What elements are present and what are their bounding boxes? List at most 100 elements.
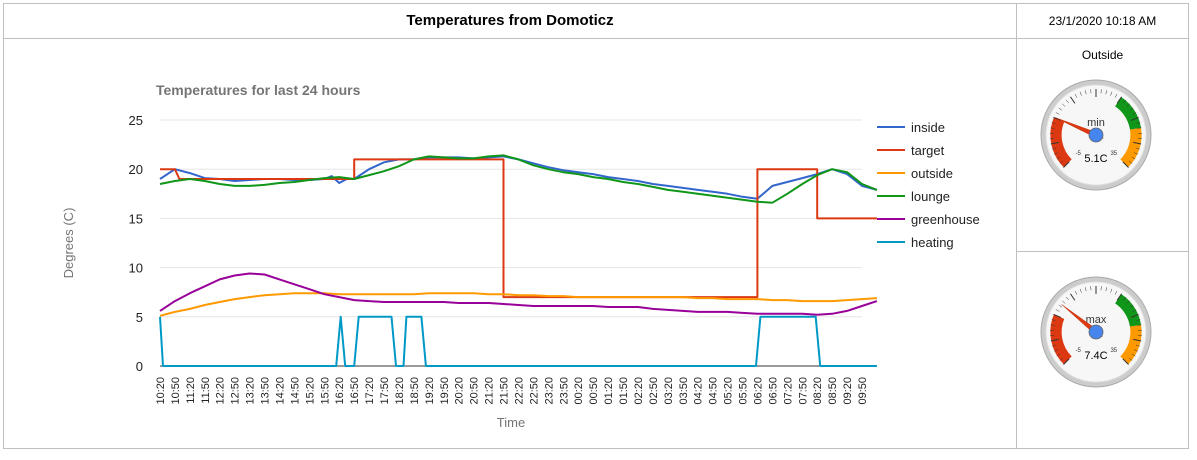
gauge-tick [1133, 338, 1142, 342]
gauge-tick [1116, 96, 1122, 104]
gauge-min: -5 35 min 5.1C [1040, 79, 1152, 191]
x-tick-label: 01:50 [618, 377, 630, 405]
series-line-greenhouse [159, 272, 878, 316]
x-tick-label: 08:50 [827, 377, 839, 405]
gauge-tick [1050, 127, 1055, 129]
x-tick-label: 18:50 [409, 377, 421, 405]
gauge-tick [1132, 112, 1137, 115]
x-tick-label: 14:50 [289, 377, 301, 405]
gauge-max: -5 35 max 7.4C [1040, 276, 1152, 388]
gauge-tick [1123, 296, 1127, 301]
gauge-tick [1130, 116, 1139, 121]
gauge-tick [1130, 313, 1139, 318]
gauge-tick [1055, 309, 1060, 312]
series-line-heating [159, 315, 877, 367]
gauge-band [1120, 324, 1142, 365]
gauge-tick [1129, 304, 1134, 308]
x-tick-label: 21:50 [499, 377, 511, 405]
gauge-hub [1088, 127, 1104, 143]
x-tick-label: 08:20 [812, 377, 824, 405]
x-tick-label: 19:20 [424, 377, 436, 405]
gauge-tick [1070, 293, 1076, 301]
gauge-tick [1085, 90, 1087, 95]
gauge-tick [1132, 309, 1137, 312]
x-tick-label: 17:20 [364, 377, 376, 405]
gauge-tick [1050, 338, 1059, 342]
gauge-tick [1055, 112, 1060, 115]
legend-label-greenhouse: greenhouse [911, 212, 980, 227]
page-title: Temperatures from Domoticz [406, 12, 614, 29]
legend-label-heating: heating [911, 235, 954, 250]
gauge-tick [1133, 141, 1142, 145]
x-tick-label: 22:20 [513, 377, 525, 405]
gauge-tick [1134, 152, 1138, 155]
gauge-tick [1063, 358, 1070, 365]
gauge-tick [1105, 287, 1107, 292]
gauge-hub [1088, 324, 1104, 340]
gauge-tick [1062, 300, 1066, 304]
gauge-tick [1137, 324, 1142, 326]
x-tick-label: 02:20 [633, 377, 645, 405]
gauge-tick [1105, 90, 1107, 95]
x-tick-label: 11:20 [185, 377, 197, 404]
gauge-divider [1016, 251, 1188, 252]
x-tick-label: 15:50 [319, 377, 331, 405]
x-tick-label: 06:50 [767, 377, 779, 405]
y-tick-label: 20 [129, 162, 143, 177]
x-tick-label: 04:50 [708, 377, 720, 405]
gauge-min-tick-label: -5 [1076, 348, 1082, 354]
series-line-lounge [159, 154, 878, 204]
gauge-tick [1052, 344, 1057, 347]
x-tick-label: 06:20 [752, 377, 764, 405]
gauge-max-tick-label: 35 [1110, 151, 1117, 157]
current-datetime: 23/1/2020 10:18 AM [1048, 14, 1157, 28]
x-tick-label: 22:50 [528, 377, 540, 405]
x-tick-label: 10:50 [170, 377, 182, 405]
gauge-min-tick-label: -5 [1076, 151, 1082, 157]
gauge-tick [1074, 93, 1078, 98]
series-line-outside [159, 292, 877, 317]
gauge-tick [1058, 304, 1063, 308]
gauge-tick [1051, 319, 1056, 321]
gauge-tick [1079, 91, 1082, 96]
x-tick-label: 05:50 [738, 377, 750, 405]
x-tick-label: 16:20 [334, 377, 346, 405]
x-tick-label: 07:50 [797, 377, 809, 405]
x-tick-label: 23:50 [558, 377, 570, 405]
x-tick-label: 12:50 [230, 377, 242, 405]
gauge-tick [1070, 96, 1076, 104]
legend-label-target: target [911, 143, 945, 158]
x-tick-label: 09:50 [857, 377, 869, 405]
gauge-value: 7.4C [1084, 350, 1107, 362]
gauge-label: max [1086, 314, 1107, 326]
x-tick-label: 23:20 [543, 377, 555, 405]
gauge-tick [1051, 122, 1056, 124]
x-tick-label: 20:50 [469, 377, 481, 405]
gauge-tick [1052, 147, 1057, 150]
x-tick-label: 21:20 [484, 377, 496, 405]
gauge-value: 5.1C [1084, 153, 1107, 165]
x-tick-label: 16:50 [349, 377, 361, 405]
gauge-tick [1062, 103, 1066, 107]
x-tick-label: 10:20 [155, 377, 167, 405]
x-tick-label: 03:20 [663, 377, 675, 405]
x-tick-label: 01:20 [603, 377, 615, 405]
y-tick-label: 5 [136, 310, 143, 325]
x-tick-label: 02:50 [648, 377, 660, 405]
x-tick-label: 00:50 [588, 377, 600, 405]
x-tick-label: 03:50 [678, 377, 690, 405]
x-tick-label: 11:50 [200, 377, 212, 404]
gauge-section-title: Outside [1081, 48, 1124, 62]
gauge-max-tick-label: 35 [1110, 348, 1117, 354]
x-tick-label: 19:50 [439, 377, 451, 405]
gauge-tick [1065, 99, 1069, 104]
y-tick-label: 0 [136, 359, 143, 374]
gauge-label: min [1087, 117, 1105, 129]
gauge-tick [1129, 107, 1134, 111]
gauge-tick [1065, 296, 1069, 301]
gauge-tick [1131, 353, 1136, 357]
x-tick-label: 05:20 [723, 377, 735, 405]
x-tick-label: 14:20 [274, 377, 286, 405]
gauge-tick [1056, 156, 1061, 160]
gauge-tick [1063, 161, 1070, 168]
